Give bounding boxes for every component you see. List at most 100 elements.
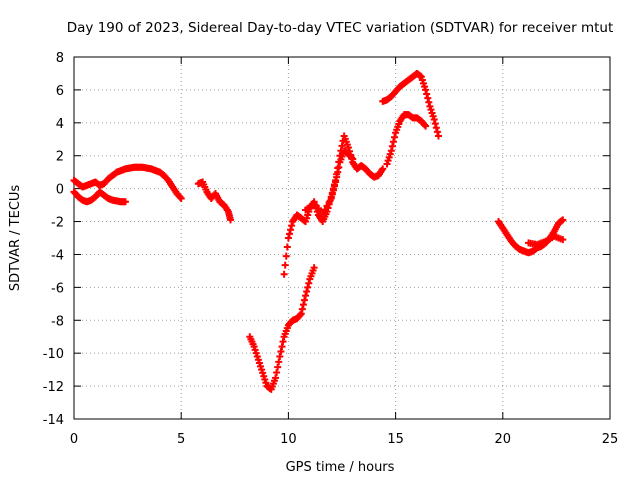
y-tick-label: 0 [56,183,64,198]
data-point [176,193,184,201]
series-seg-h [383,111,430,168]
x-tick-label: 15 [387,432,404,447]
data-point [310,264,318,272]
data-point [273,369,281,377]
data-point [379,165,387,173]
x-tick-label: 10 [280,432,297,447]
series-seg-g [379,69,442,140]
x-tick-label: 0 [70,432,78,447]
data-point [276,352,284,360]
data-point [304,283,312,291]
data-point [297,310,305,318]
x-tick-label: 25 [602,432,619,447]
y-tick-label: -10 [43,347,64,362]
data-points [70,69,567,393]
data-point [303,287,311,295]
plot-frame [73,56,611,420]
grid-lines [74,57,610,419]
data-point [423,90,431,98]
data-point [300,296,308,304]
data-point [333,173,341,181]
data-point [177,195,185,203]
series-seg-b [70,188,129,206]
data-point [281,261,289,269]
data-point [349,155,357,163]
data-point [278,343,286,351]
data-point [422,86,430,94]
data-point [334,168,342,176]
data-point [335,163,343,171]
data-point [275,358,283,366]
y-tick-label: -8 [51,314,64,329]
series-seg-c [194,178,235,224]
y-tick-labels: -14 -12 -10 -8 -6 -4 -2 0 2 4 6 8 [43,51,64,428]
data-point [121,198,129,206]
data-point [432,124,440,132]
data-point [332,178,340,186]
data-point [344,144,352,151]
y-tick-label: -12 [43,380,64,395]
data-point [330,182,338,190]
data-point [431,120,439,128]
data-point [433,128,441,136]
data-point [305,279,313,287]
data-point [279,338,287,346]
data-point [422,122,430,130]
series-seg-j [525,232,567,249]
series-seg-f [302,147,357,217]
data-point [302,292,310,300]
data-point [434,132,442,140]
data-point [329,186,337,194]
data-point [298,305,306,313]
y-tick-label: -6 [51,281,64,296]
data-point [421,121,429,129]
series-seg-a [70,163,185,203]
series-seg-e [280,132,387,278]
data-point [321,206,329,214]
y-tick-label: 6 [56,84,64,99]
data-point [227,216,235,224]
y-tick-label: 2 [56,150,64,165]
y-axis-label: SDTVAR / TECUs [8,185,23,292]
data-point [288,222,296,230]
y-tick-label: -14 [43,413,64,428]
data-point [299,301,307,309]
data-point [424,94,432,102]
data-point [274,363,282,371]
data-point [425,98,433,106]
series-seg-d [246,264,318,393]
data-point [559,216,567,224]
x-axis-label: GPS time / hours [286,460,395,475]
data-point [284,234,292,242]
data-point [430,116,438,124]
data-point [391,133,399,141]
data-point [327,195,335,203]
data-point [296,311,304,319]
x-tick-label: 5 [177,432,185,447]
data-point [280,270,288,278]
data-point [285,230,293,238]
data-point [323,202,331,210]
data-point [283,243,291,251]
x-tick-label: 20 [495,432,512,447]
data-point [348,154,356,162]
data-point [328,190,336,198]
data-point [282,252,290,260]
y-tick-label: -4 [51,248,64,263]
data-point [325,198,333,206]
data-point [388,142,396,150]
chart-title: Day 190 of 2023, Sidereal Day-to-day VTE… [67,20,613,36]
y-tick-label: 8 [56,51,64,66]
data-point [389,138,397,146]
data-point [287,226,295,234]
x-tick-labels: 0 5 10 15 20 25 [70,432,618,447]
y-tick-label: -2 [51,216,64,231]
y-tick-label: 4 [56,117,64,132]
data-point [338,142,346,150]
data-point [277,348,285,356]
data-point [387,147,395,155]
data-point [319,209,327,217]
axis-ticks [73,56,611,420]
data-point [272,374,280,382]
